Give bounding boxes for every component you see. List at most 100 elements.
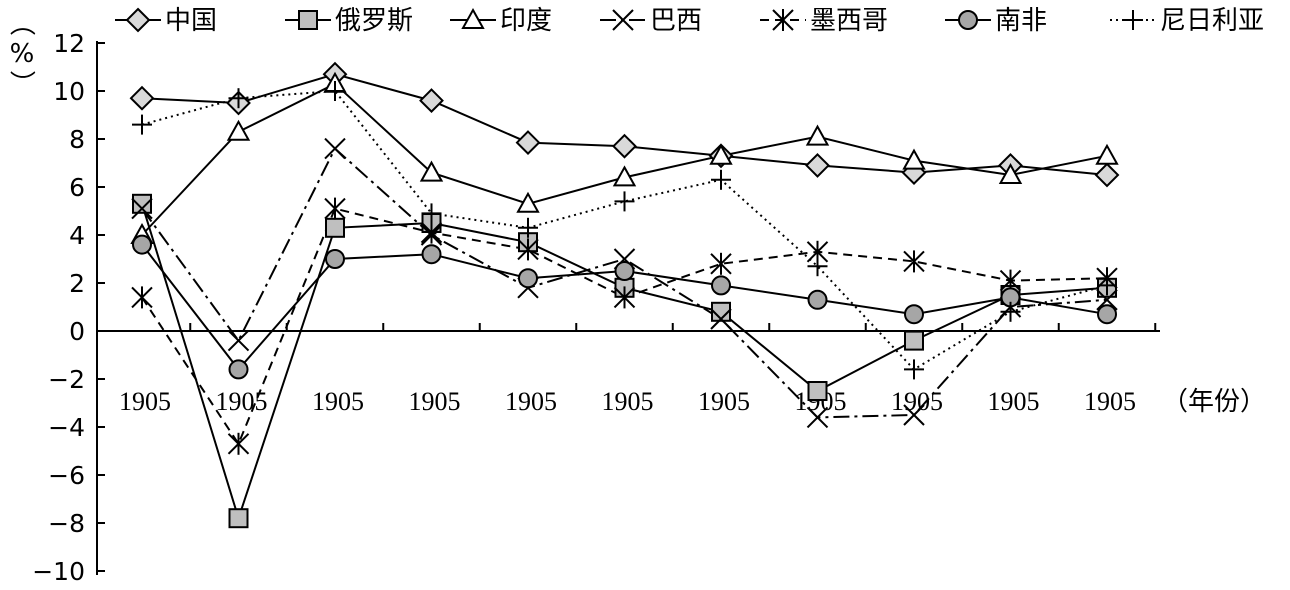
y-tick-label: −6 <box>48 461 85 490</box>
data-point-3 <box>806 406 829 429</box>
legend-marker <box>958 10 978 30</box>
data-point-2 <box>419 160 444 182</box>
data-point-1 <box>711 301 731 322</box>
data-point-5 <box>1097 304 1117 325</box>
data-point-2 <box>709 143 733 165</box>
series-line-2 <box>141 82 1108 236</box>
data-point-2 <box>902 148 926 170</box>
data-point-4 <box>227 432 250 455</box>
data-point-1 <box>904 330 924 351</box>
data-point-0 <box>515 130 541 156</box>
data-point-4 <box>903 250 925 273</box>
y-tick-label: 6 <box>69 173 85 202</box>
data-point-6 <box>1000 301 1021 322</box>
data-point-4 <box>613 286 636 309</box>
data-point-1 <box>325 217 345 238</box>
y-tick-label: −4 <box>48 413 85 442</box>
data-point-5 <box>518 268 538 289</box>
data-point-3 <box>1096 289 1118 311</box>
y-axis-label: （%） <box>6 10 36 96</box>
data-point-5 <box>904 304 924 325</box>
y-tick-label: 8 <box>69 125 85 154</box>
x-tick-label: 1905 <box>988 387 1040 416</box>
x-ticks: 1905 1905 1905 1905 1905 1905 1905 1905 1905 1905… <box>119 323 1157 416</box>
series-line-0 <box>141 73 1108 176</box>
data-point-1 <box>132 193 152 214</box>
legend-label: 中国 <box>165 6 217 36</box>
data-point-6 <box>807 256 828 277</box>
data-point-2 <box>612 165 637 187</box>
data-point-3 <box>227 329 250 352</box>
y-axis-label-char: % <box>10 39 35 69</box>
y-tick-label: 2 <box>69 269 85 298</box>
data-point-6 <box>711 169 731 190</box>
legend: 中国 俄罗斯 印度 巴西 墨西哥 南非 尼日利亚 <box>115 6 1264 36</box>
data-point-2 <box>226 119 251 141</box>
x-tick-label: 1905 <box>505 387 557 416</box>
legend-marker <box>1123 10 1143 30</box>
data-point-2 <box>998 162 1023 184</box>
x-tick-label: 1905 <box>409 387 461 416</box>
data-point-6 <box>132 114 152 135</box>
y-axis-label-char: ） <box>6 70 36 96</box>
x-tick-label: 1905 <box>1084 387 1136 416</box>
data-point-0 <box>129 85 155 111</box>
y-axis-label-char: （ <box>6 10 36 36</box>
legend-marker <box>612 9 634 31</box>
data-point-2 <box>805 124 830 146</box>
data-point-3 <box>710 308 732 330</box>
data-point-4 <box>517 238 539 261</box>
data-point-5 <box>228 359 249 380</box>
data-point-5 <box>711 275 731 296</box>
data-point-0 <box>805 152 830 178</box>
data-point-6 <box>904 359 924 380</box>
data-point-6 <box>228 88 249 109</box>
data-point-4 <box>710 252 732 275</box>
data-point-3 <box>131 197 153 220</box>
data-point-0 <box>1094 162 1120 188</box>
y-tick-label: −10 <box>32 557 85 586</box>
legend-marker <box>298 10 318 30</box>
legend-marker <box>772 9 794 31</box>
y-tick-label: 10 <box>53 77 85 106</box>
legend-marker <box>461 7 485 29</box>
x-tick-label: 1905 <box>312 387 364 416</box>
x-axis-label: （年份） <box>1162 387 1266 417</box>
data-point-5 <box>132 234 152 255</box>
data-point-6 <box>1097 275 1117 296</box>
data-point-2 <box>516 191 540 213</box>
data-point-3 <box>903 404 925 426</box>
data-point-5 <box>421 244 442 265</box>
x-tick-label: 1905 <box>119 387 171 416</box>
y-tick-label: 0 <box>69 317 85 346</box>
y-tick-label: 4 <box>69 221 85 250</box>
data-point-0 <box>612 133 637 159</box>
data-point-5 <box>325 249 345 269</box>
data-point-4 <box>420 221 443 244</box>
legend-label: 南非 <box>995 6 1047 36</box>
data-point-0 <box>419 88 444 114</box>
data-point-1 <box>228 508 249 529</box>
y-tick-label: 12 <box>53 29 85 58</box>
data-point-4 <box>131 286 153 309</box>
data-point-6 <box>325 81 345 101</box>
data-point-5 <box>807 289 828 310</box>
x-tick-label: 1905 <box>698 387 750 416</box>
legend-label: 墨西哥 <box>810 6 888 36</box>
data-point-1 <box>807 381 828 401</box>
y-ticks: −10 −8 −6 −4 −2 0 2 4 6 8 10 12 <box>32 29 105 586</box>
legend-label: 俄罗斯 <box>335 6 413 36</box>
data-point-2 <box>1095 143 1119 165</box>
legend-label: 印度 <box>500 6 552 36</box>
legend-marker <box>125 7 151 33</box>
y-tick-label: −8 <box>48 509 85 538</box>
data-point-6 <box>614 191 635 212</box>
data-point-3 <box>324 137 346 160</box>
x-tick-label: 1905 <box>602 387 654 416</box>
data-point-5 <box>614 261 635 281</box>
legend-label: 巴西 <box>650 6 702 36</box>
data-point-6 <box>421 203 442 224</box>
data-point-4 <box>324 197 346 220</box>
data-point-6 <box>518 217 538 238</box>
